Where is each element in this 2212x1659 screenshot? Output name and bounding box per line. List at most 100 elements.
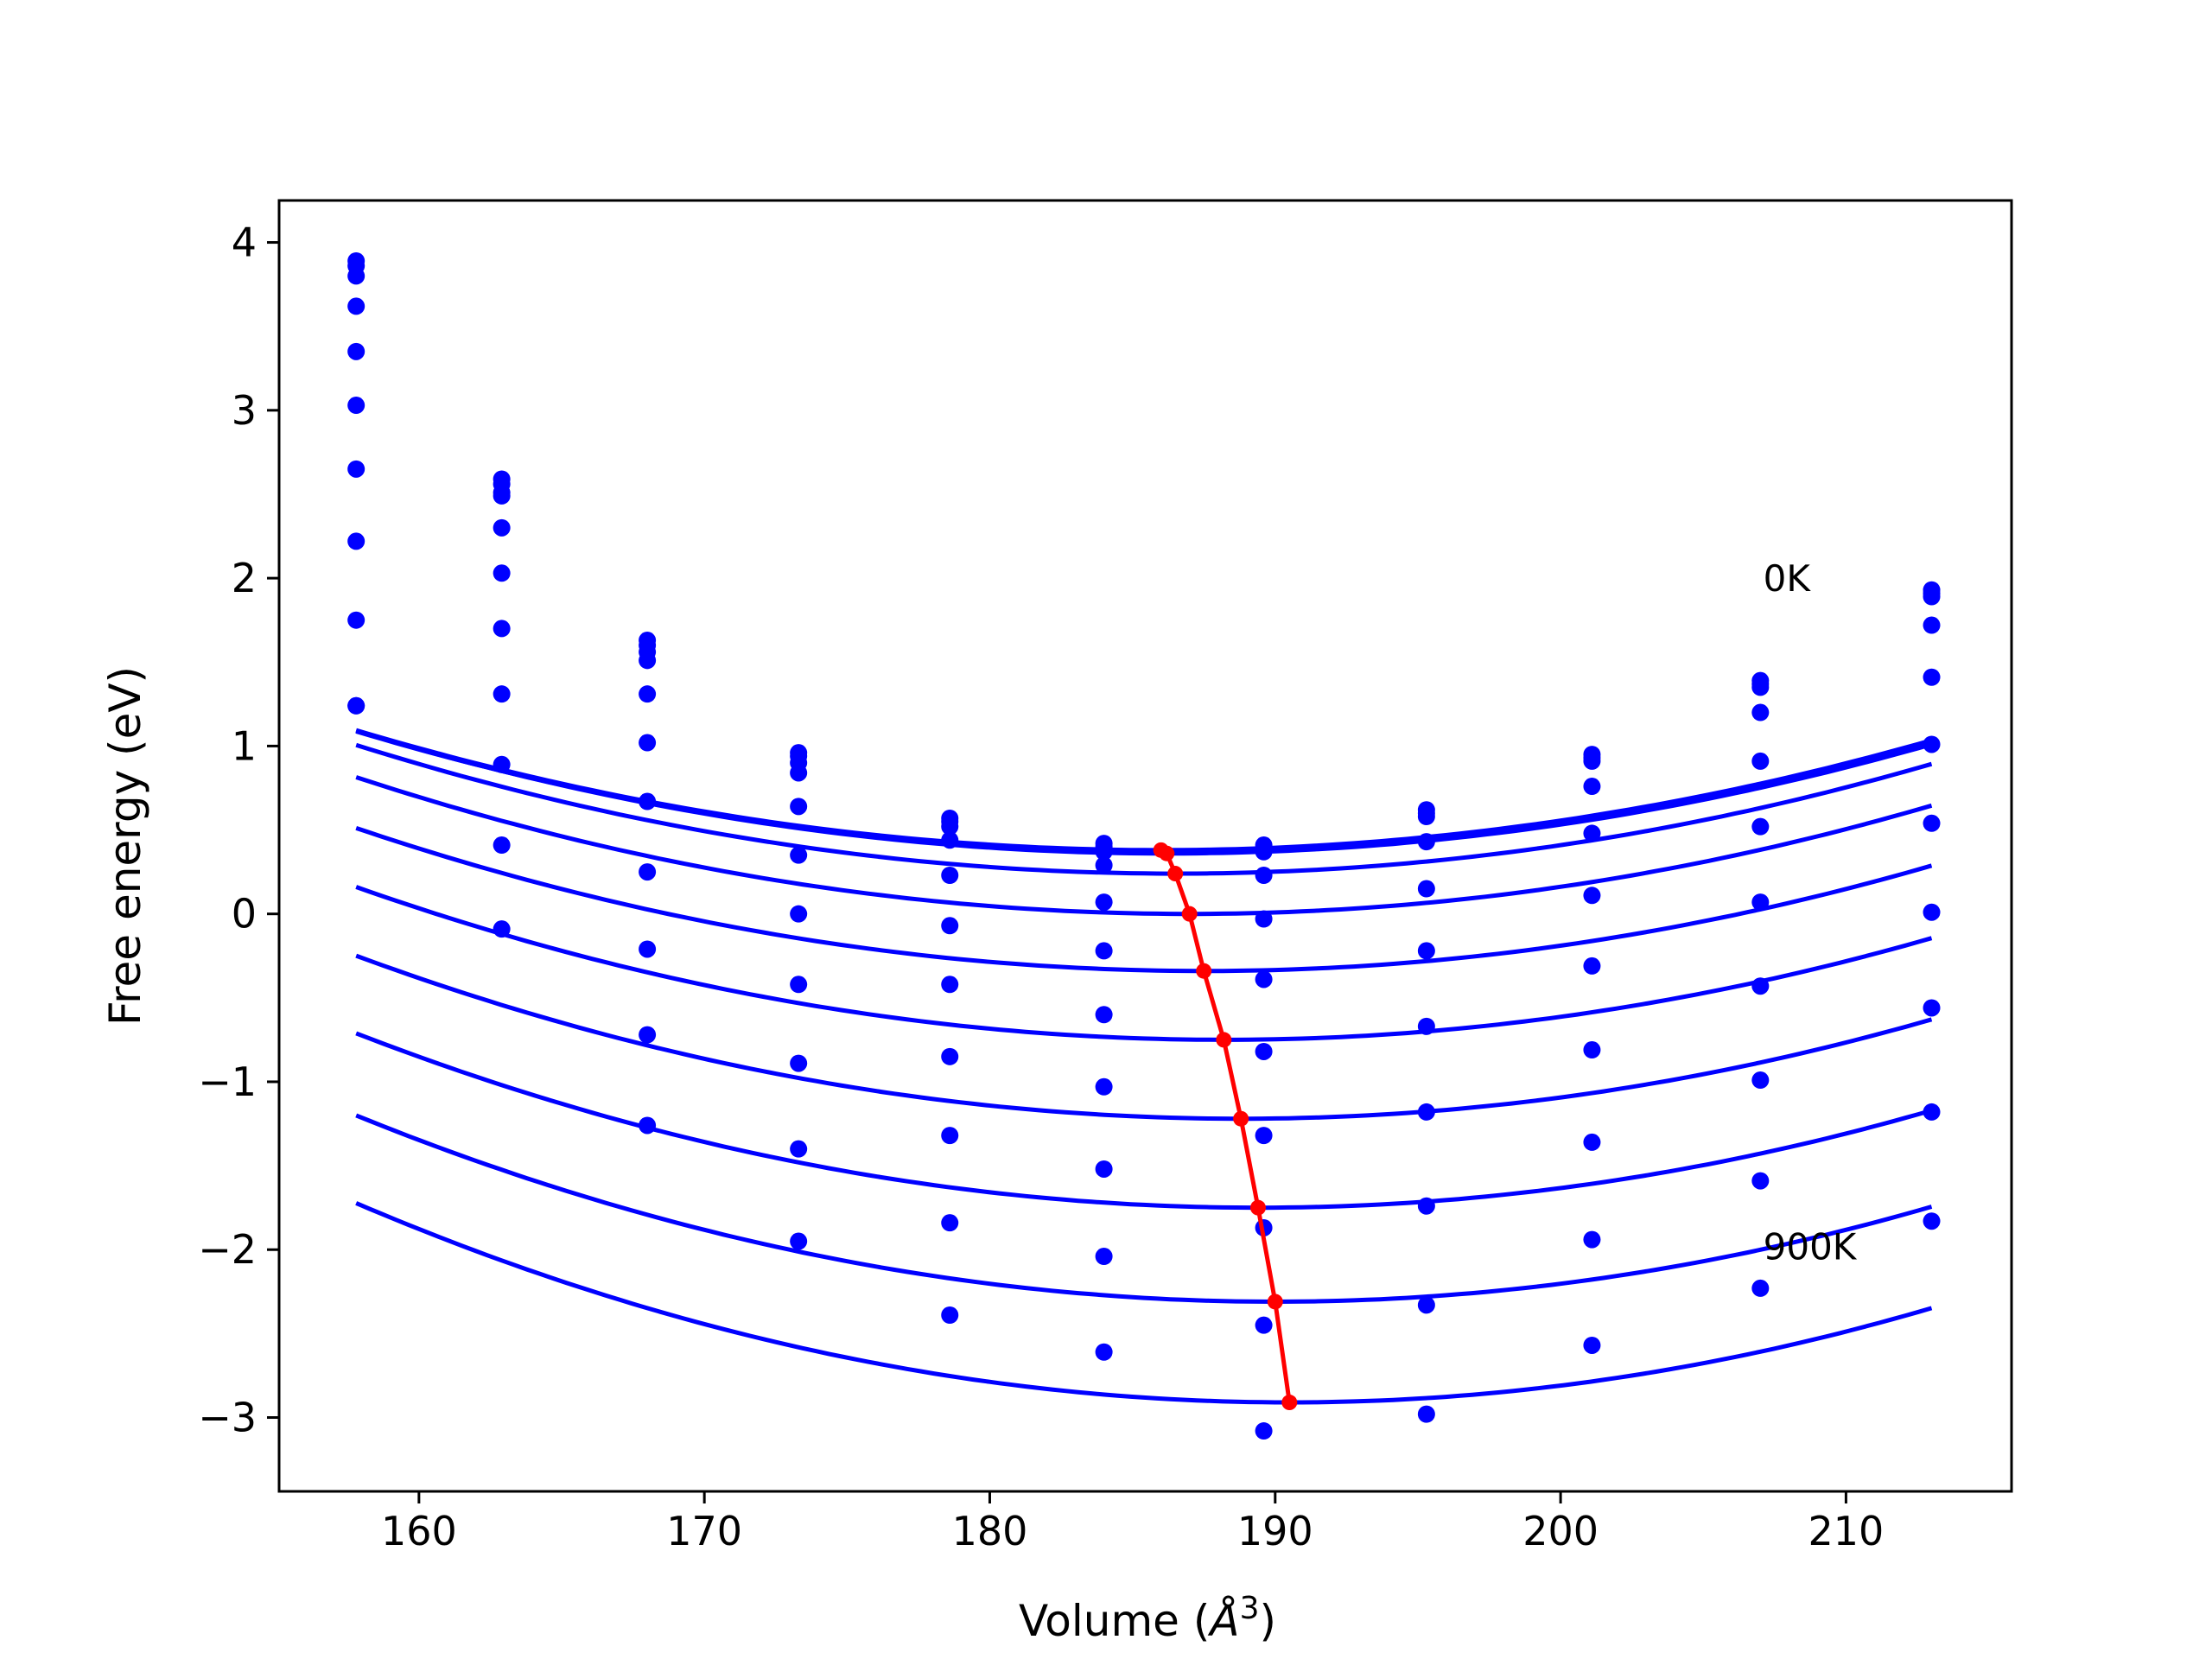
minima-point xyxy=(1233,1110,1249,1127)
y-axis-ticks: −3 −2 −1 0 1 2 3 4 xyxy=(198,219,279,1441)
data-point xyxy=(790,798,808,816)
fit-curve-9 xyxy=(355,1113,1933,1305)
data-point xyxy=(1751,1172,1770,1190)
data-point xyxy=(1095,1343,1113,1361)
plot-area xyxy=(347,251,1941,1440)
y-tick-label: 1 xyxy=(232,722,257,769)
data-point xyxy=(1583,1336,1601,1354)
data-point xyxy=(639,734,657,752)
data-point xyxy=(1923,668,1941,686)
minima-line xyxy=(1160,848,1292,1403)
data-point xyxy=(1417,833,1435,851)
minima-point xyxy=(1249,1199,1266,1216)
data-point xyxy=(790,1054,808,1072)
data-point xyxy=(790,846,808,864)
data-point xyxy=(493,564,511,582)
data-point xyxy=(639,685,657,703)
data-point xyxy=(790,1140,808,1158)
fit-curve-7 xyxy=(355,953,1933,1122)
y-tick-label: 2 xyxy=(232,555,257,601)
minima-point xyxy=(1267,1294,1283,1310)
data-point xyxy=(1095,842,1113,861)
y-axis-label: Free energy (eV) xyxy=(100,666,150,1026)
data-point xyxy=(493,685,511,703)
data-point xyxy=(1095,942,1113,960)
fit-curve-3 xyxy=(355,742,1933,876)
data-point xyxy=(347,342,365,360)
data-point xyxy=(493,836,511,855)
data-point xyxy=(493,518,511,537)
data-point xyxy=(790,764,808,782)
data-point xyxy=(1751,817,1770,836)
data-point xyxy=(493,486,511,505)
data-point xyxy=(1095,1077,1113,1096)
data-point xyxy=(639,1116,657,1135)
data-point xyxy=(639,863,657,881)
y-tick-label: 3 xyxy=(232,387,257,434)
x-axis-ticks: 160 170 180 190 200 210 xyxy=(381,1491,1884,1554)
fit-curves xyxy=(355,728,1933,1405)
fit-curve-4 xyxy=(355,775,1933,917)
data-point xyxy=(1417,942,1435,960)
data-point xyxy=(1751,1071,1770,1090)
data-point xyxy=(1923,616,1941,634)
data-point xyxy=(1583,957,1601,975)
data-point xyxy=(1417,808,1435,826)
data-point xyxy=(1255,1042,1273,1060)
minima-point xyxy=(1159,845,1175,861)
x-tick-label: 180 xyxy=(952,1508,1028,1554)
fit-curve-10 xyxy=(355,1201,1933,1405)
data-point xyxy=(639,792,657,810)
data-point xyxy=(493,920,511,938)
data-point xyxy=(639,1026,657,1044)
data-point xyxy=(1583,1041,1601,1059)
data-point xyxy=(790,1232,808,1250)
data-point xyxy=(941,917,959,935)
minima-point xyxy=(1281,1395,1298,1411)
data-point xyxy=(639,940,657,958)
data-point xyxy=(347,460,365,478)
data-point xyxy=(941,817,959,836)
data-point xyxy=(1583,1230,1601,1249)
data-point xyxy=(1751,752,1770,770)
data-point xyxy=(1255,1422,1273,1440)
data-point xyxy=(1417,1197,1435,1215)
data-point xyxy=(1751,1279,1770,1297)
data-point xyxy=(1751,678,1770,696)
data-point xyxy=(493,620,511,638)
data-point xyxy=(1417,1405,1435,1423)
y-tick-label: −1 xyxy=(198,1058,257,1105)
data-point xyxy=(941,1214,959,1232)
data-point xyxy=(347,532,365,550)
minima-point xyxy=(1181,906,1198,922)
data-point xyxy=(1583,887,1601,905)
data-point xyxy=(347,696,365,715)
data-point xyxy=(941,976,959,994)
y-tick-label: 4 xyxy=(232,219,257,266)
fit-curve-8 xyxy=(355,1031,1933,1211)
data-point xyxy=(639,652,657,670)
data-point xyxy=(347,297,365,315)
minima-point xyxy=(1216,1032,1232,1048)
data-point xyxy=(1255,970,1273,988)
data-point xyxy=(790,905,808,923)
y-tick-label: 0 xyxy=(232,891,257,938)
data-point xyxy=(1923,814,1941,832)
data-point xyxy=(1923,1103,1941,1121)
data-point xyxy=(1751,893,1770,912)
data-points xyxy=(347,251,1941,1440)
data-point xyxy=(941,1127,959,1145)
x-tick-label: 210 xyxy=(1808,1508,1885,1554)
data-point xyxy=(941,1306,959,1325)
data-point xyxy=(1095,893,1113,912)
data-point xyxy=(941,866,959,884)
data-point xyxy=(1255,910,1273,928)
data-point xyxy=(1095,1160,1113,1178)
data-point xyxy=(347,267,365,285)
data-point xyxy=(1417,1296,1435,1314)
y-tick-label: −2 xyxy=(198,1226,257,1273)
data-point xyxy=(493,755,511,773)
data-point xyxy=(1751,703,1770,721)
data-point xyxy=(1923,735,1941,753)
